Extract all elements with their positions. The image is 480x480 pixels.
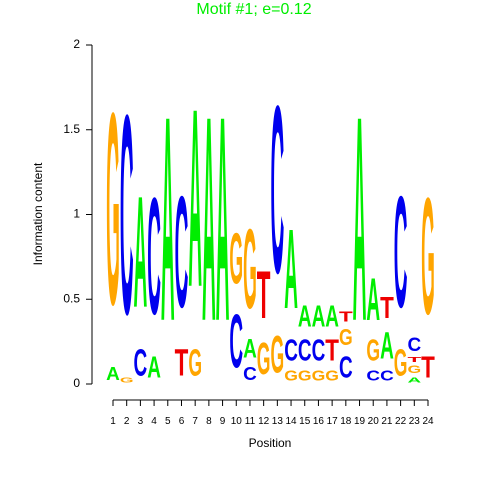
y-tick-label: 2 [73, 37, 80, 51]
logo-letter: A [284, 206, 298, 333]
y-tick-label: 0 [73, 376, 80, 390]
logo-letter: A [353, 56, 367, 382]
logo-letter: C [380, 367, 394, 385]
logo-letter: T [257, 256, 271, 333]
x-tick-label: 6 [179, 416, 185, 427]
logo-letter: A [298, 300, 312, 334]
logo-letter: G [298, 368, 312, 385]
logo-letter: T [325, 333, 339, 367]
x-tick-label: 15 [299, 416, 311, 427]
x-tick-label: 21 [381, 416, 393, 427]
logo-letter: G [271, 325, 285, 384]
y-tick-label: 1 [73, 207, 80, 221]
logo-letter: C [120, 55, 134, 374]
logo-letter: T [421, 350, 435, 384]
y-axis-label: Information content [31, 162, 45, 265]
x-tick-label: 5 [165, 416, 171, 427]
logo-letter: G [257, 334, 271, 384]
logo-letter: C [134, 343, 148, 385]
x-tick-label: 8 [206, 416, 212, 427]
logo-letter: T [380, 291, 394, 325]
logo-letter: T [407, 355, 422, 364]
logo-letter: G [366, 335, 380, 368]
x-tick-label: 9 [220, 416, 226, 427]
logo-letter: A [106, 363, 120, 384]
logo-letter: C [147, 165, 161, 350]
logo-letter: A [243, 333, 257, 363]
logo-letter: G [312, 368, 326, 385]
logo-letter: G [229, 219, 243, 300]
logo-letter: C [298, 334, 312, 368]
x-tick-label: 17 [327, 416, 339, 427]
logo-letter: G [243, 206, 257, 333]
x-tick-label: 7 [192, 416, 198, 427]
logo-letter: A [161, 56, 175, 382]
logo-letter: C [271, 55, 285, 323]
x-tick-label: 4 [151, 416, 157, 427]
x-tick-label: 13 [272, 416, 284, 427]
chart-title: Motif #1; e=0.12 [196, 1, 311, 18]
logo-letter: A [147, 351, 161, 385]
logo-letter: A [312, 300, 326, 334]
logo-letter: G [106, 56, 120, 362]
logo-letter: G [407, 364, 421, 376]
logo-letter: G [339, 326, 353, 351]
x-tick-label: 20 [368, 416, 380, 427]
logo-letter: G [394, 342, 408, 384]
x-tick-label: 2 [124, 416, 130, 427]
y-tick-label: 0.5 [63, 291, 80, 305]
logo-letter: A [202, 56, 216, 382]
logo-letter: C [175, 163, 189, 340]
logo-letter: A [188, 57, 202, 340]
logo-letter: C [339, 351, 353, 385]
x-tick-label: 3 [138, 416, 144, 427]
x-tick-label: 16 [313, 416, 325, 427]
x-tick-label: 18 [340, 416, 352, 427]
logo-letter: G [284, 368, 298, 385]
logo-letter: C [407, 335, 421, 356]
x-tick-label: 11 [245, 416, 256, 427]
logo-letter: T [339, 309, 353, 326]
x-axis-label: Position [249, 436, 292, 450]
logo-letter: G [325, 368, 339, 385]
logo-letter: A [325, 300, 339, 334]
x-tick-label: 1 [110, 416, 116, 427]
logo-letter: A [134, 163, 148, 340]
x-tick-label: 22 [395, 416, 407, 427]
x-tick-label: 10 [231, 416, 243, 427]
logo-letter: A [407, 376, 421, 384]
logo-letter: G [188, 342, 202, 384]
x-tick-label: 12 [258, 416, 270, 427]
logo-letter: T [175, 342, 189, 385]
x-tick-label: 14 [285, 416, 297, 427]
logo-letter: A [366, 265, 380, 334]
logo-letter: G [421, 164, 435, 350]
logo-letter: G [120, 376, 134, 384]
logo-letter: A [380, 326, 394, 368]
logo-letter: C [243, 363, 257, 384]
logo-letter: C [284, 334, 298, 368]
logo-letter: A [216, 56, 230, 382]
x-tick-label: 23 [409, 416, 421, 427]
logo-letter: C [394, 163, 408, 340]
x-tick-label: 19 [354, 416, 366, 427]
logo-letter: C [366, 367, 380, 385]
y-tick-label: 1.5 [63, 122, 80, 136]
logo-letter: C [229, 299, 243, 384]
logo-letter: C [312, 334, 326, 368]
x-tick-label: 24 [422, 416, 434, 427]
